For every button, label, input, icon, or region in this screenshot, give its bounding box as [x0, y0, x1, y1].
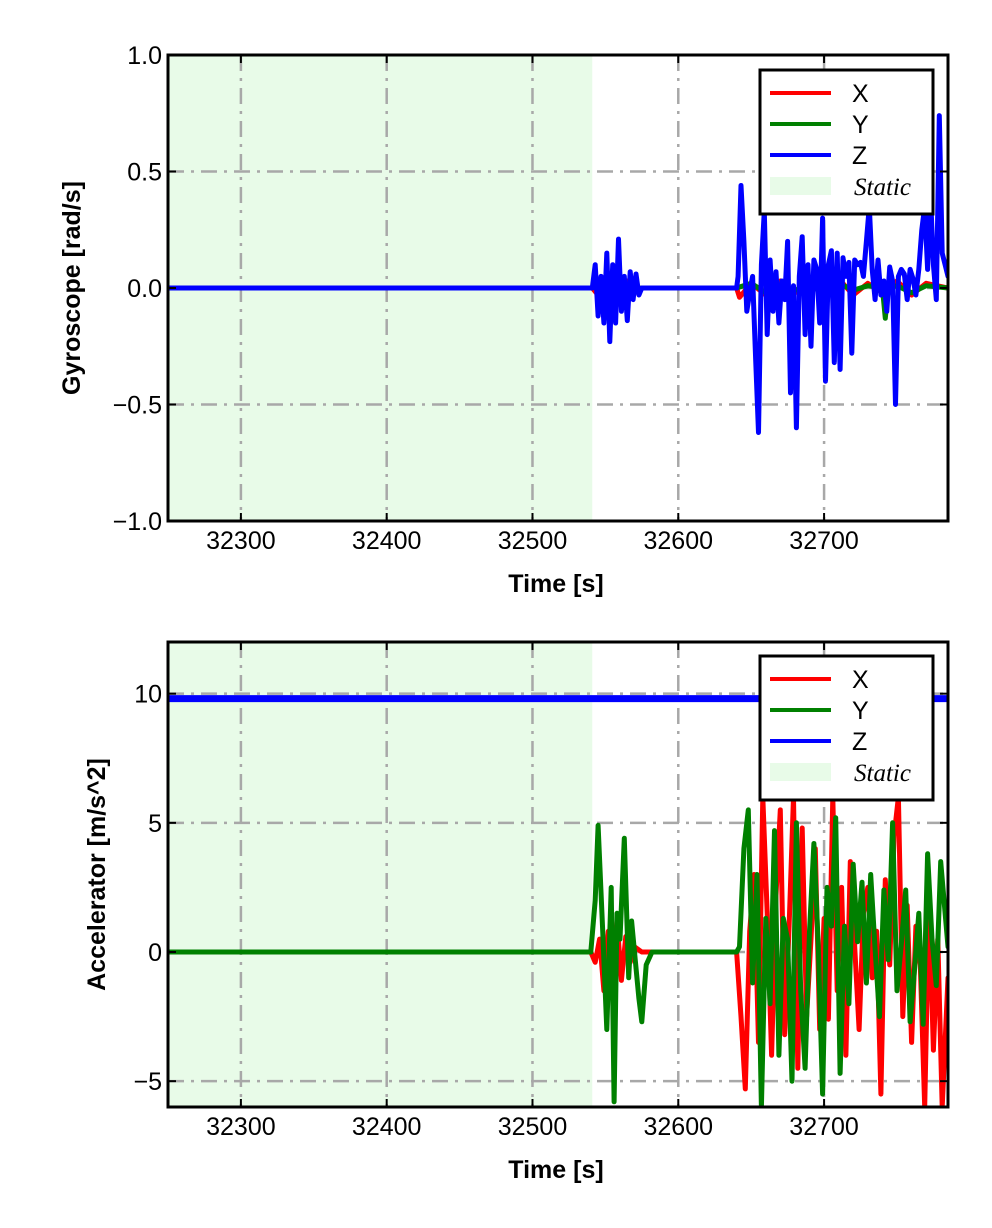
y-tick-label: 5	[148, 810, 162, 838]
y-tick-label: 10	[134, 681, 162, 709]
y-tick-label: −5	[133, 1068, 162, 1096]
legend-swatch-static	[770, 177, 831, 195]
x-tick-label: 32300	[206, 527, 276, 555]
chart-panel-2: 32300 32400 32500 32600 32700 10 5 0 −5 Time [s] A…	[83, 640, 950, 1184]
legend-label-z: Z	[852, 142, 867, 170]
x-tick-label: 32700	[789, 527, 859, 555]
x-tick-label: 32500	[498, 1113, 568, 1141]
y-tick-label: 0.5	[127, 159, 162, 187]
x-tick-label: 32500	[498, 527, 568, 555]
legend: XYZ Static	[758, 68, 935, 216]
series-line-z	[168, 113, 948, 435]
legend-swatch-static	[770, 763, 831, 781]
chart-panel-1: 32300 32400 32500 32600 32700 1.0 0.5 0.0 −0.5 −1…	[58, 42, 950, 598]
x-tick-label: 32700	[789, 1113, 859, 1141]
legend-label-static: Static	[854, 174, 911, 201]
legend-label-x: X	[852, 666, 869, 694]
y-axis-label: Gyroscope [rad/s]	[58, 181, 86, 395]
series-line-y	[168, 807, 948, 1107]
y-tick-label: −1.0	[113, 508, 162, 536]
series-group	[168, 113, 948, 435]
x-axis-label: Time [s]	[508, 1156, 603, 1184]
plot-frame	[166, 640, 950, 1109]
x-tick-label: 32600	[644, 1113, 714, 1141]
x-axis-label: Time [s]	[508, 570, 603, 598]
y-tick-label: 0	[148, 939, 162, 967]
y-tick-label: 0.0	[127, 275, 162, 303]
legend-label-y: Y	[852, 697, 869, 725]
static-region	[168, 642, 593, 1107]
y-tick-label: 1.0	[127, 42, 162, 70]
x-tick-label: 32400	[352, 1113, 422, 1141]
y-tick-label: −0.5	[113, 392, 162, 420]
legend-label-x: X	[852, 80, 869, 108]
legend-label-z: Z	[852, 728, 867, 756]
legend-label-y: Y	[852, 111, 869, 139]
legend-label-static: Static	[854, 760, 911, 787]
y-axis-label: Accelerator [m/s^2]	[83, 758, 111, 991]
x-tick-label: 32300	[206, 1113, 276, 1141]
legend: XYZ Static	[758, 654, 935, 802]
x-tick-label: 32600	[644, 527, 714, 555]
x-tick-label: 32400	[352, 527, 422, 555]
